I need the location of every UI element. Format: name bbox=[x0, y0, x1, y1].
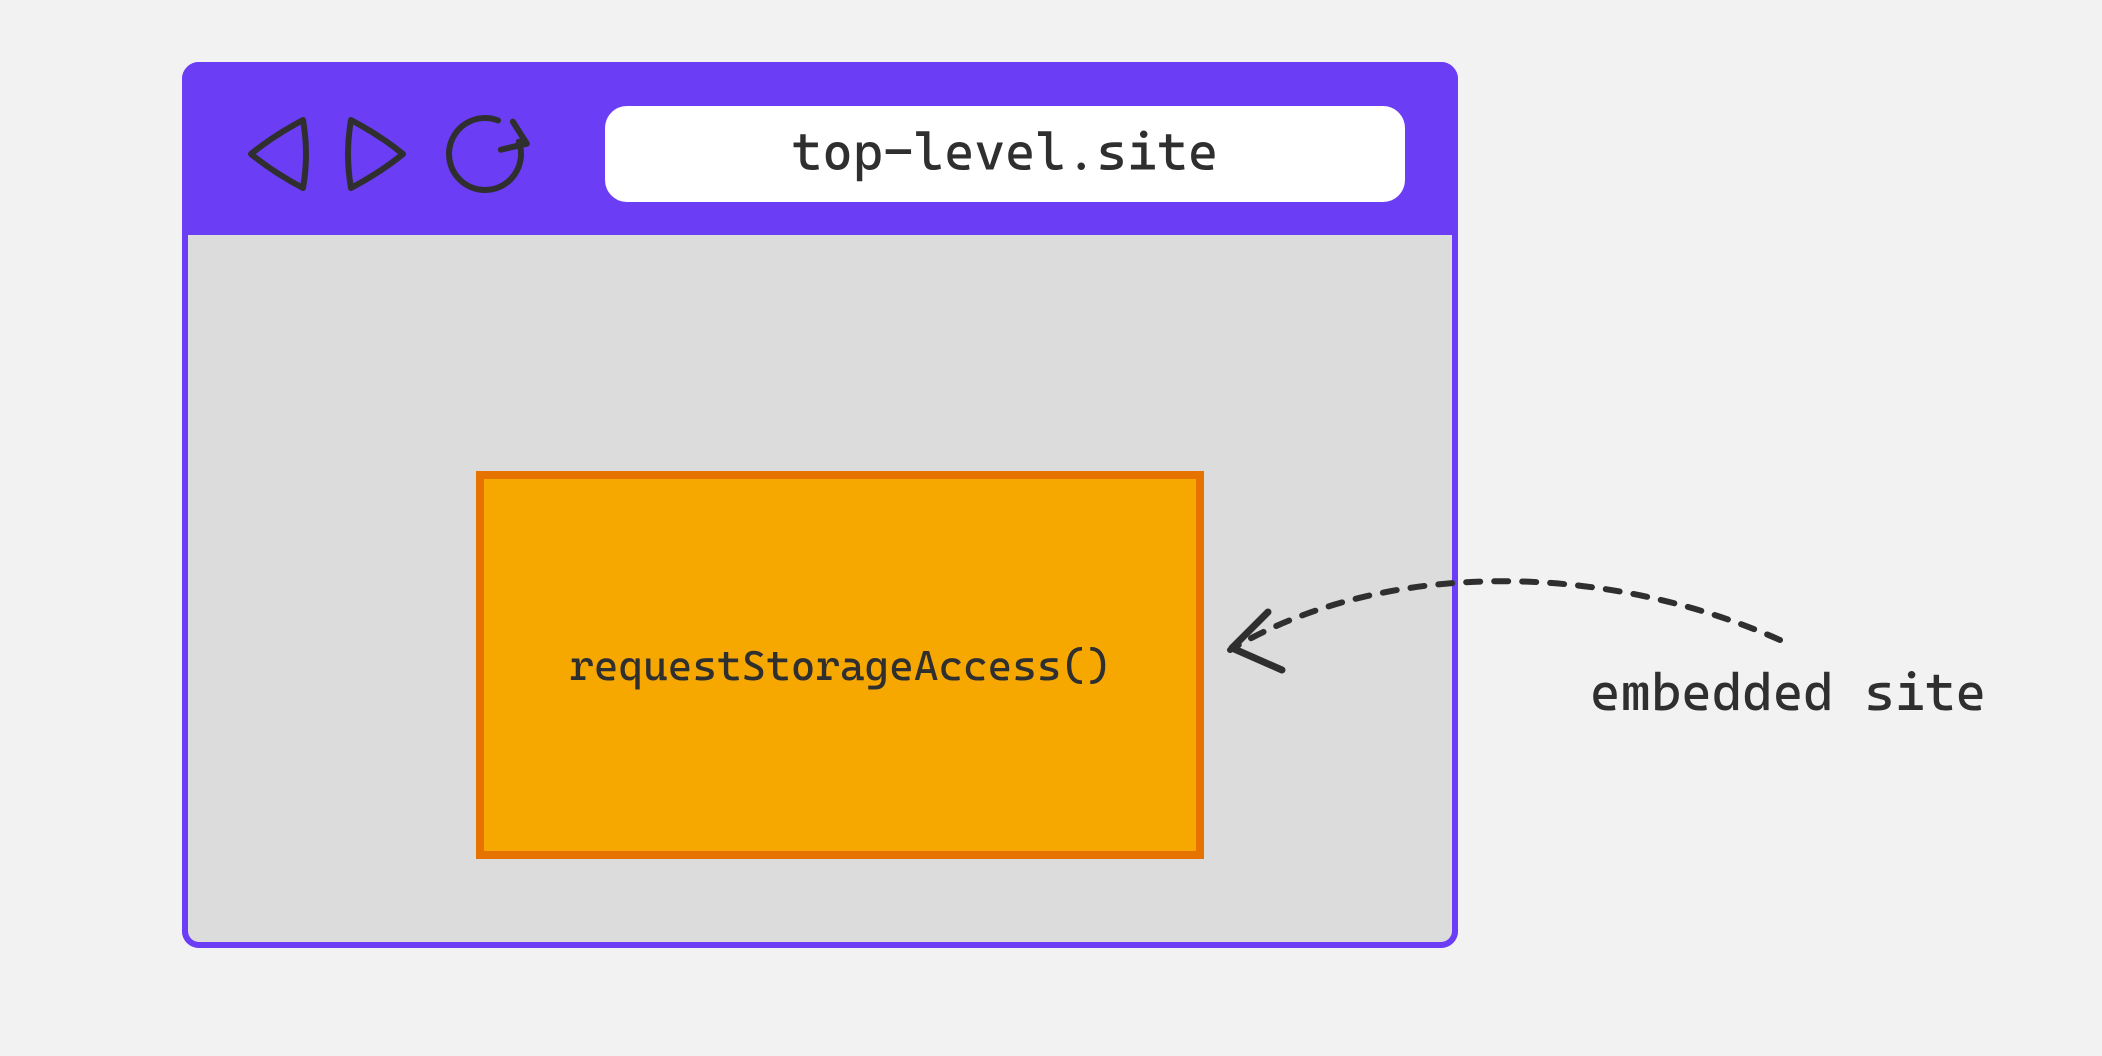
diagram-stage: top-level.site requestStorageAccess() em… bbox=[0, 0, 2102, 1056]
embedded-frame-label: requestStorageAccess() bbox=[569, 641, 1110, 690]
diagram-svg: top-level.site requestStorageAccess() em… bbox=[0, 0, 2102, 1056]
address-bar-text: top-level.site bbox=[792, 122, 1219, 182]
annotation-label: embedded site bbox=[1590, 663, 1986, 723]
